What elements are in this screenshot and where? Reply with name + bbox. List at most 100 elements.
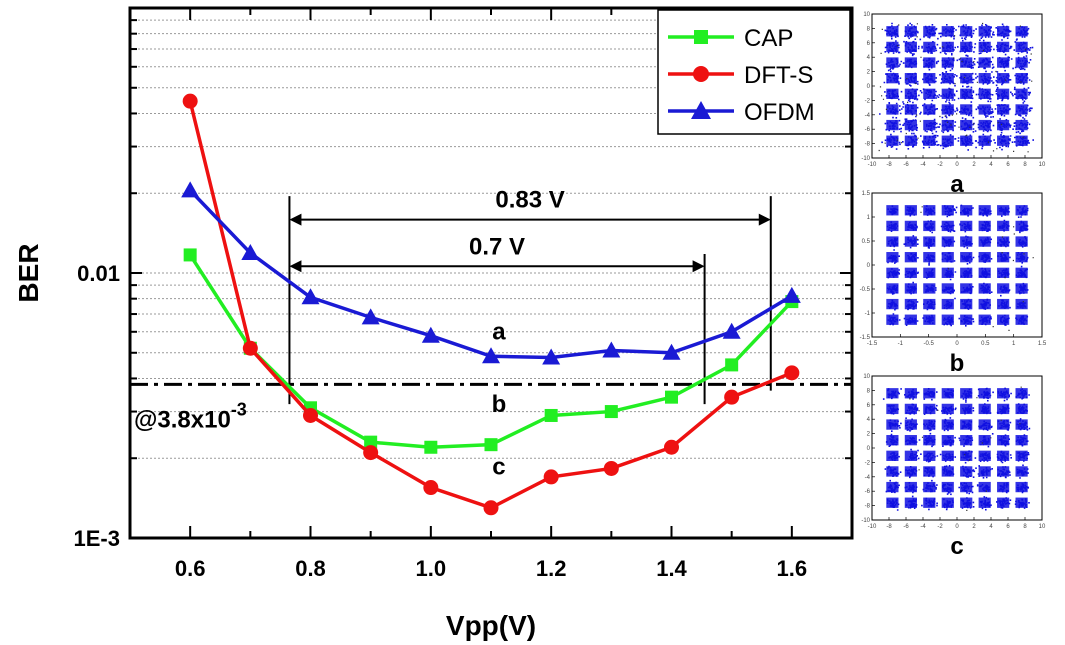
- data-point-cap: [604, 405, 618, 419]
- constellation-x-tick-label: -2: [937, 162, 943, 168]
- constellation-symbol-core: [886, 220, 899, 232]
- constellation-symbol-core: [960, 481, 973, 493]
- constellation-symbol-core: [1015, 283, 1028, 294]
- constellation-x-tick-label: 10: [1039, 162, 1046, 168]
- data-point-ofdm: [421, 326, 440, 343]
- constellation-symbol-core: [997, 135, 1010, 146]
- constellation-symbol-core: [923, 73, 936, 84]
- constellation-x-tick-label: -10: [868, 162, 877, 168]
- constellation-y-tick-label: 8: [867, 388, 871, 394]
- constellation-y-tick-label: -8: [865, 142, 871, 148]
- constellation-symbol-core: [941, 26, 954, 37]
- constellation-symbol-core: [886, 403, 899, 415]
- constellation-symbol-core: [923, 135, 936, 146]
- constellation-symbol-core: [941, 283, 954, 294]
- constellation-x-tick-label: -10: [868, 524, 877, 530]
- constellation-symbol-core: [941, 435, 954, 446]
- constellation-symbol-core: [1015, 298, 1028, 310]
- constellation-symbol-core: [941, 57, 954, 68]
- constellation-symbol-core: [960, 314, 973, 325]
- constellation-symbol-core: [997, 252, 1010, 263]
- data-point-dft-s: [423, 480, 439, 496]
- constellation-symbol-core: [941, 419, 954, 430]
- data-point-dft-s: [242, 340, 258, 356]
- arrow-head: [289, 213, 302, 226]
- constellation-x-tick-label: 2: [972, 524, 976, 530]
- constellation-symbol-core: [960, 220, 973, 232]
- constellation-y-tick-label: 1.5: [862, 191, 871, 197]
- constellation-symbol-core: [904, 419, 917, 430]
- data-point-cap: [544, 408, 558, 422]
- data-point-cap: [183, 248, 197, 262]
- constellation-x-tick-label: 0: [955, 162, 959, 168]
- data-point-dft-s: [543, 469, 559, 485]
- constellation-symbol-core: [960, 497, 973, 508]
- constellation-symbol-core: [886, 236, 899, 247]
- constellation-frame: [871, 192, 1043, 338]
- constellation-symbol-core: [886, 57, 899, 68]
- constellation-symbol-core: [941, 41, 954, 53]
- legend-label: DFT-S: [744, 62, 813, 89]
- constellation-inset-a: -10 -8 -6 -4 -2 0 2 4 6 8 10 10 8 6 4 2 0 -2 -4 -6 -8 -10 a: [861, 12, 1046, 198]
- constellation-symbol-core: [960, 450, 973, 461]
- x-tick-label: 0.6: [175, 556, 206, 581]
- x-tick-label: 0.8: [295, 556, 326, 581]
- constellation-symbol-core: [1015, 466, 1028, 477]
- constellation-symbol-core: [978, 220, 991, 232]
- constellation-symbol-cloud: [996, 86, 1016, 102]
- x-tick-label: 1.6: [777, 556, 808, 581]
- constellation-x-tick-label: -8: [886, 524, 892, 530]
- constellation-symbol-core: [923, 88, 936, 99]
- constellation-x-tick-label: 1.5: [1038, 341, 1047, 347]
- constellation-symbol-core: [978, 236, 991, 247]
- constellation-symbol-core: [923, 220, 936, 232]
- constellation-symbol-core: [997, 236, 1010, 247]
- constellation-symbol-core: [1015, 252, 1028, 263]
- legend-box: [657, 9, 851, 135]
- constellation-x-tick-label: 4: [989, 162, 993, 168]
- constellation-symbol-core: [904, 466, 917, 477]
- constellation-symbol-core: [1015, 388, 1028, 399]
- constellation-symbol-core: [1015, 104, 1028, 115]
- constellation-symbol-core: [978, 481, 991, 493]
- constellation-insets: -10 -8 -6 -4 -2 0 2 4 6 8 101086420-2-4-6-8-10a-1.…: [860, 12, 1047, 560]
- constellation-symbol-core: [960, 57, 973, 68]
- constellation-symbol-core: [978, 450, 991, 461]
- constellation-frame: [871, 375, 1043, 521]
- constellation-symbol-core: [978, 57, 991, 68]
- constellation-symbol-core: [886, 388, 899, 399]
- constellation-x-tick-label: 0: [955, 524, 959, 530]
- constellation-inset-c: -10 -8 -6 -4 -2 0 2 4 6 8 10 10 8 6 4 2 0 -2 -4 -6 -8 -10 c: [861, 374, 1046, 560]
- constellation-symbol-core: [960, 88, 973, 99]
- constellation-symbol-core: [978, 314, 991, 325]
- constellation-symbol-core: [904, 497, 917, 508]
- constellation-symbol-core: [941, 252, 954, 263]
- constellation-symbol-core: [978, 26, 991, 37]
- threshold-label-exponent: -3: [231, 399, 247, 419]
- constellation-symbol-cloud: [936, 87, 960, 103]
- constellation-symbol-core: [1015, 205, 1028, 216]
- constellation-symbol-core: [923, 435, 936, 446]
- constellation-symbol-core: [997, 220, 1010, 232]
- constellation-y-tick-label: -4: [865, 475, 871, 481]
- constellation-symbol-core: [997, 450, 1010, 461]
- constellation-symbol-core: [886, 119, 899, 131]
- constellation-y-tick-label: 0: [867, 446, 871, 452]
- constellation-symbol-core: [941, 298, 954, 310]
- constellation-symbol-core: [904, 205, 917, 216]
- legend-marker-triangle: [691, 101, 711, 119]
- data-point-ofdm: [782, 286, 801, 303]
- constellation-symbol-core: [1015, 220, 1028, 232]
- constellation-symbol-core: [1015, 481, 1028, 493]
- x-axis-title: Vpp(V): [446, 610, 536, 641]
- constellation-symbol-cloud: [900, 88, 919, 104]
- constellation-symbol-core: [978, 252, 991, 263]
- constellation-symbol-core: [886, 267, 899, 278]
- constellation-y-tick-label: 8: [867, 26, 871, 32]
- constellation-symbol-core: [960, 252, 973, 263]
- constellation-y-tick-label: -2: [865, 98, 871, 104]
- constellation-symbol-cloud: [993, 39, 1013, 56]
- data-point-ofdm: [722, 322, 741, 339]
- constellation-symbol-core: [978, 119, 991, 131]
- legend-label: OFDM: [744, 99, 815, 126]
